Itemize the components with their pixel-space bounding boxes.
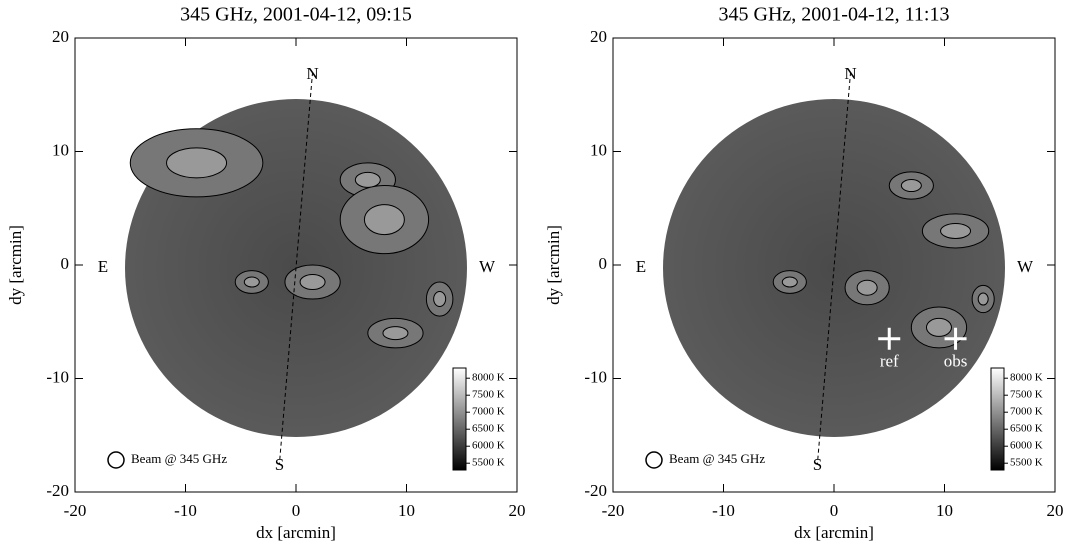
contour xyxy=(781,276,798,288)
annotation: W xyxy=(479,257,496,276)
contour xyxy=(243,276,260,288)
x-tick-label: 20 xyxy=(509,501,526,520)
y-tick-label: 0 xyxy=(61,254,70,273)
contour xyxy=(433,291,447,308)
chart-title: 345 GHz, 2001-04-12, 09:15 xyxy=(180,4,412,26)
x-tick-label: 10 xyxy=(398,501,415,520)
colorbar xyxy=(990,367,1005,471)
colorbar-label: 6000 K xyxy=(1010,440,1043,452)
colorbar-label: 8000 K xyxy=(1010,372,1043,384)
contour xyxy=(354,171,381,188)
y-axis-label: dy [arcmin] xyxy=(6,225,25,305)
y-tick-label: -10 xyxy=(46,367,69,386)
annotation: E xyxy=(98,257,108,276)
marker xyxy=(944,327,967,350)
axis-line xyxy=(278,72,314,464)
colorbar-label: 5500 K xyxy=(1010,457,1043,469)
y-tick-label: -10 xyxy=(584,367,607,386)
colorbar-label: 6500 K xyxy=(1010,423,1043,435)
marker xyxy=(878,327,901,350)
y-tick-label: 20 xyxy=(590,27,607,46)
x-tick-label: -20 xyxy=(602,501,625,520)
x-tick-label: 0 xyxy=(292,501,301,520)
x-tick-label: 0 xyxy=(830,501,839,520)
annotation: S xyxy=(813,455,822,474)
beam-label: Beam @ 345 GHz xyxy=(669,451,765,466)
x-tick-label: -20 xyxy=(64,501,87,520)
marker-label: ref xyxy=(880,352,899,371)
contour xyxy=(382,326,409,341)
x-tick-label: 20 xyxy=(1047,501,1064,520)
y-tick-label: 20 xyxy=(52,27,69,46)
contour xyxy=(299,274,326,291)
x-axis-label: dx [arcmin] xyxy=(256,523,336,542)
beam-icon xyxy=(107,451,125,469)
axis-line xyxy=(816,72,852,464)
contour xyxy=(940,222,972,239)
annotation: N xyxy=(306,64,318,83)
colorbar-label: 6000 K xyxy=(472,440,505,452)
beam-icon xyxy=(645,451,663,469)
contour xyxy=(925,317,952,337)
colorbar-label: 7500 K xyxy=(472,389,505,401)
colorbar-label: 8000 K xyxy=(472,372,505,384)
x-tick-label: -10 xyxy=(712,501,735,520)
contour xyxy=(977,292,989,306)
annotation: N xyxy=(844,64,856,83)
y-tick-label: -20 xyxy=(46,481,69,500)
contour xyxy=(856,279,878,296)
y-tick-label: 0 xyxy=(599,254,608,273)
contour xyxy=(166,147,228,179)
colorbar-label: 7000 K xyxy=(1010,406,1043,418)
x-tick-label: -10 xyxy=(174,501,197,520)
x-tick-label: 10 xyxy=(936,501,953,520)
beam-label: Beam @ 345 GHz xyxy=(131,451,227,466)
y-axis-label: dy [arcmin] xyxy=(544,225,563,305)
panel: 345 GHz, 2001-04-12, 09:15 dx [arcmin] dy … xyxy=(6,4,526,542)
annotation: E xyxy=(636,257,646,276)
colorbar-label: 7500 K xyxy=(1010,389,1043,401)
colorbar-label: 6500 K xyxy=(472,423,505,435)
colorbar-label: 7000 K xyxy=(472,406,505,418)
colorbar-label: 5500 K xyxy=(472,457,505,469)
contour xyxy=(900,179,922,193)
annotation: W xyxy=(1017,257,1034,276)
x-axis-label: dx [arcmin] xyxy=(794,523,874,542)
y-tick-label: 10 xyxy=(590,140,607,159)
y-tick-label: 10 xyxy=(52,140,69,159)
annotation: S xyxy=(275,455,284,474)
marker-label: obs xyxy=(944,352,968,371)
y-tick-label: -20 xyxy=(584,481,607,500)
panel: 345 GHz, 2001-04-12, 11:13 dx [arcmin] dy … xyxy=(544,4,1064,542)
contour xyxy=(363,204,405,236)
colorbar xyxy=(452,367,467,471)
chart-title: 345 GHz, 2001-04-12, 11:13 xyxy=(719,4,950,26)
